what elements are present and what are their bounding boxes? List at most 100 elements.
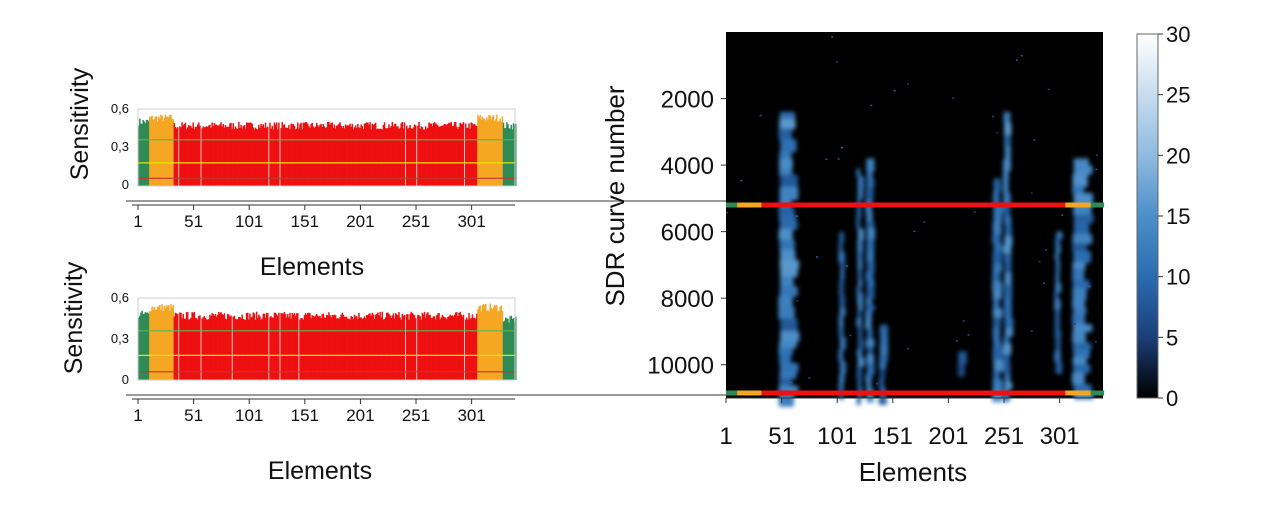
sensitivity-bar bbox=[353, 127, 356, 186]
sensitivity-bar bbox=[144, 312, 147, 380]
x-tick-label: 251 bbox=[402, 406, 430, 425]
sensitivity-bar bbox=[263, 127, 266, 186]
heatmap-hotspot bbox=[1055, 361, 1063, 375]
sensitivity-bar bbox=[155, 309, 158, 380]
sensitivity-bar bbox=[160, 114, 162, 186]
x-tick-label: 201 bbox=[346, 212, 374, 231]
sensitivity-bar bbox=[334, 128, 337, 186]
sensitivity-bar bbox=[451, 315, 454, 380]
heatmap-speckle bbox=[1094, 341, 1097, 343]
sensitivity-bar bbox=[301, 318, 303, 380]
heatmap-hotspot bbox=[779, 119, 796, 130]
sensitivity-bar bbox=[486, 117, 488, 186]
sensitivity-bar bbox=[246, 312, 249, 380]
sensitivity-bar bbox=[300, 122, 302, 186]
sensitivity-bar bbox=[352, 319, 355, 380]
heatmap-hotspot bbox=[992, 317, 1002, 328]
heatmap-hotspot bbox=[866, 212, 873, 223]
sensitivity-bar bbox=[478, 117, 480, 186]
sensitivity-bar bbox=[407, 128, 409, 186]
sensitivity-bar bbox=[303, 122, 306, 186]
heatmap-hotspot bbox=[1003, 245, 1012, 254]
sensitivity-bar bbox=[498, 310, 500, 380]
sensitivity-bar bbox=[262, 313, 265, 380]
heatmap-hotspot bbox=[856, 168, 861, 177]
sensitivity-bar bbox=[218, 125, 220, 186]
sensitivity-bar bbox=[196, 319, 199, 380]
sensitivity-bar bbox=[182, 313, 184, 380]
heatmap-hotspot bbox=[865, 374, 873, 382]
sensitivity-bar bbox=[256, 318, 259, 380]
heatmap-hotspot bbox=[865, 221, 875, 229]
heatmap-hotspot bbox=[1003, 284, 1013, 298]
sensitivity-bar bbox=[212, 126, 215, 186]
sensitivity-bar bbox=[334, 315, 337, 380]
heatmap-hotspot bbox=[865, 338, 875, 348]
y-axis-label: SDR curve number bbox=[600, 85, 630, 306]
heatmap-hotspot bbox=[1072, 342, 1092, 352]
heatmap-hotspot bbox=[857, 268, 862, 281]
sensitivity-bar bbox=[174, 126, 177, 186]
heatmap-hotspot bbox=[857, 187, 863, 200]
sensitivity-bar bbox=[223, 127, 226, 186]
sensitivity-bar bbox=[159, 118, 161, 186]
sensitivity-bar bbox=[472, 318, 475, 380]
sensitivity-bar bbox=[168, 117, 170, 186]
sensitivity-bar bbox=[383, 122, 386, 186]
sensitivity-bar bbox=[353, 314, 356, 380]
heatmap-hotspot bbox=[879, 354, 888, 363]
heatmap-speckle bbox=[1033, 139, 1036, 141]
heatmap-speckle bbox=[837, 158, 840, 160]
sensitivity-bar bbox=[262, 124, 265, 186]
sensitivity-bar bbox=[278, 122, 280, 186]
sensitivity-bar bbox=[308, 126, 310, 186]
sensitivity-bar bbox=[397, 126, 399, 186]
sensitivity-bar bbox=[228, 314, 230, 380]
sensitivity-bar bbox=[281, 122, 283, 186]
sensitivity-bar bbox=[252, 127, 255, 186]
sensitivity-bar bbox=[468, 312, 470, 380]
heatmap-hotspot bbox=[1004, 382, 1013, 390]
sensitivity-bar bbox=[499, 306, 501, 380]
sensitivity-bar bbox=[443, 317, 446, 380]
sensitivity-bar bbox=[344, 317, 347, 380]
heatmap-hotspot bbox=[778, 228, 793, 241]
heatmap-hotspot bbox=[866, 380, 872, 390]
sensitivity-bar bbox=[272, 317, 275, 380]
sensitivity-bar bbox=[241, 314, 243, 380]
bars-group bbox=[138, 303, 517, 380]
sensitivity-bar bbox=[392, 126, 395, 186]
highlight-row-segment bbox=[726, 202, 738, 208]
heatmap-hotspot bbox=[958, 351, 967, 365]
sensitivity-bar bbox=[448, 316, 450, 380]
sensitivity-bar bbox=[202, 126, 205, 186]
heatmap-hotspot bbox=[866, 261, 875, 273]
sensitivity-bar bbox=[357, 123, 359, 186]
sensitivity-bar bbox=[430, 123, 432, 186]
sensitivity-bar bbox=[447, 316, 449, 380]
sensitivity-bar bbox=[471, 123, 474, 186]
sensitivity-bar bbox=[449, 314, 451, 380]
sensitivity-bar bbox=[512, 123, 515, 186]
colorbar-tick-label: 25 bbox=[1166, 83, 1190, 108]
heatmap-hotspot bbox=[857, 338, 864, 351]
y-tick-label: 0,6 bbox=[111, 101, 129, 116]
sensitivity-bar bbox=[204, 318, 207, 380]
sensitivity-bar bbox=[409, 124, 411, 186]
heatmap-hotspot bbox=[865, 186, 874, 201]
x-tick-label: 301 bbox=[457, 406, 485, 425]
sensitivity-bar bbox=[426, 313, 428, 380]
sensitivity-bar bbox=[243, 319, 246, 380]
sensitivity-bar bbox=[378, 315, 380, 380]
sensitivity-bar bbox=[319, 315, 321, 380]
x-tick-label: 1 bbox=[133, 406, 142, 425]
heatmap-hotspot bbox=[1004, 122, 1012, 136]
sensitivity-bar bbox=[474, 318, 477, 380]
sensitivity-bar bbox=[345, 125, 348, 186]
sensitivity-bar bbox=[140, 312, 142, 380]
sensitivity-bar bbox=[397, 315, 399, 380]
heatmap-hotspot bbox=[866, 238, 875, 252]
heatmap-hotspot bbox=[992, 379, 1003, 392]
sensitivity-bar bbox=[354, 125, 357, 186]
sensitivity-bar bbox=[454, 122, 457, 186]
